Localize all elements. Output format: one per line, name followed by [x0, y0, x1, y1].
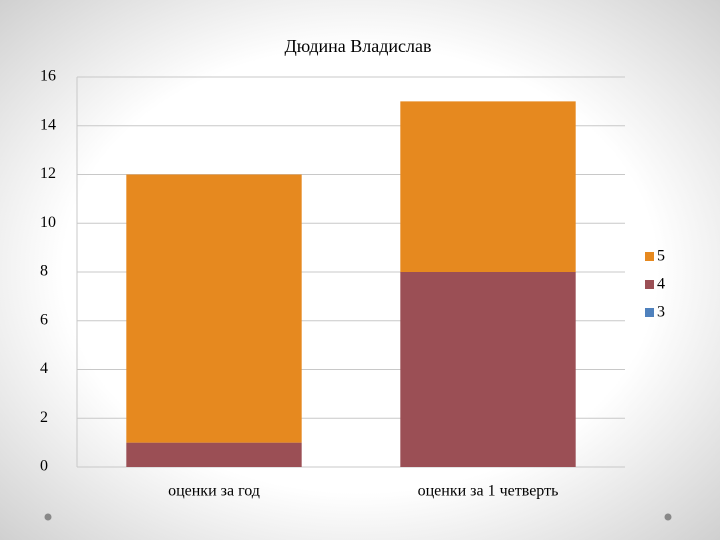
legend-swatch [645, 280, 654, 289]
bar-segment [126, 442, 302, 467]
legend-label: 3 [657, 304, 665, 321]
legend-label: 4 [657, 276, 665, 293]
bar-segment [400, 101, 576, 272]
legend-swatch [645, 308, 654, 317]
x-tick-label: оценки за 1 четверть [418, 483, 559, 500]
y-tick-label: 10 [40, 214, 56, 231]
bar-segment [126, 174, 302, 443]
slide-dot [664, 513, 672, 521]
chart-title: Дюдина Владислав [285, 36, 432, 56]
legend-label: 5 [657, 248, 665, 265]
y-tick-label: 14 [40, 116, 56, 133]
y-tick-label: 12 [40, 165, 56, 182]
y-tick-label: 2 [40, 409, 48, 426]
y-tick-label: 6 [40, 311, 48, 328]
x-tick-label: оценки за год [168, 483, 260, 500]
y-tick-label: 16 [40, 68, 56, 85]
bar-segment [400, 272, 576, 467]
y-tick-label: 0 [40, 458, 48, 475]
slide-dot [44, 513, 52, 521]
y-tick-label: 4 [40, 360, 48, 377]
y-tick-label: 8 [40, 263, 48, 280]
legend-swatch [645, 252, 654, 261]
